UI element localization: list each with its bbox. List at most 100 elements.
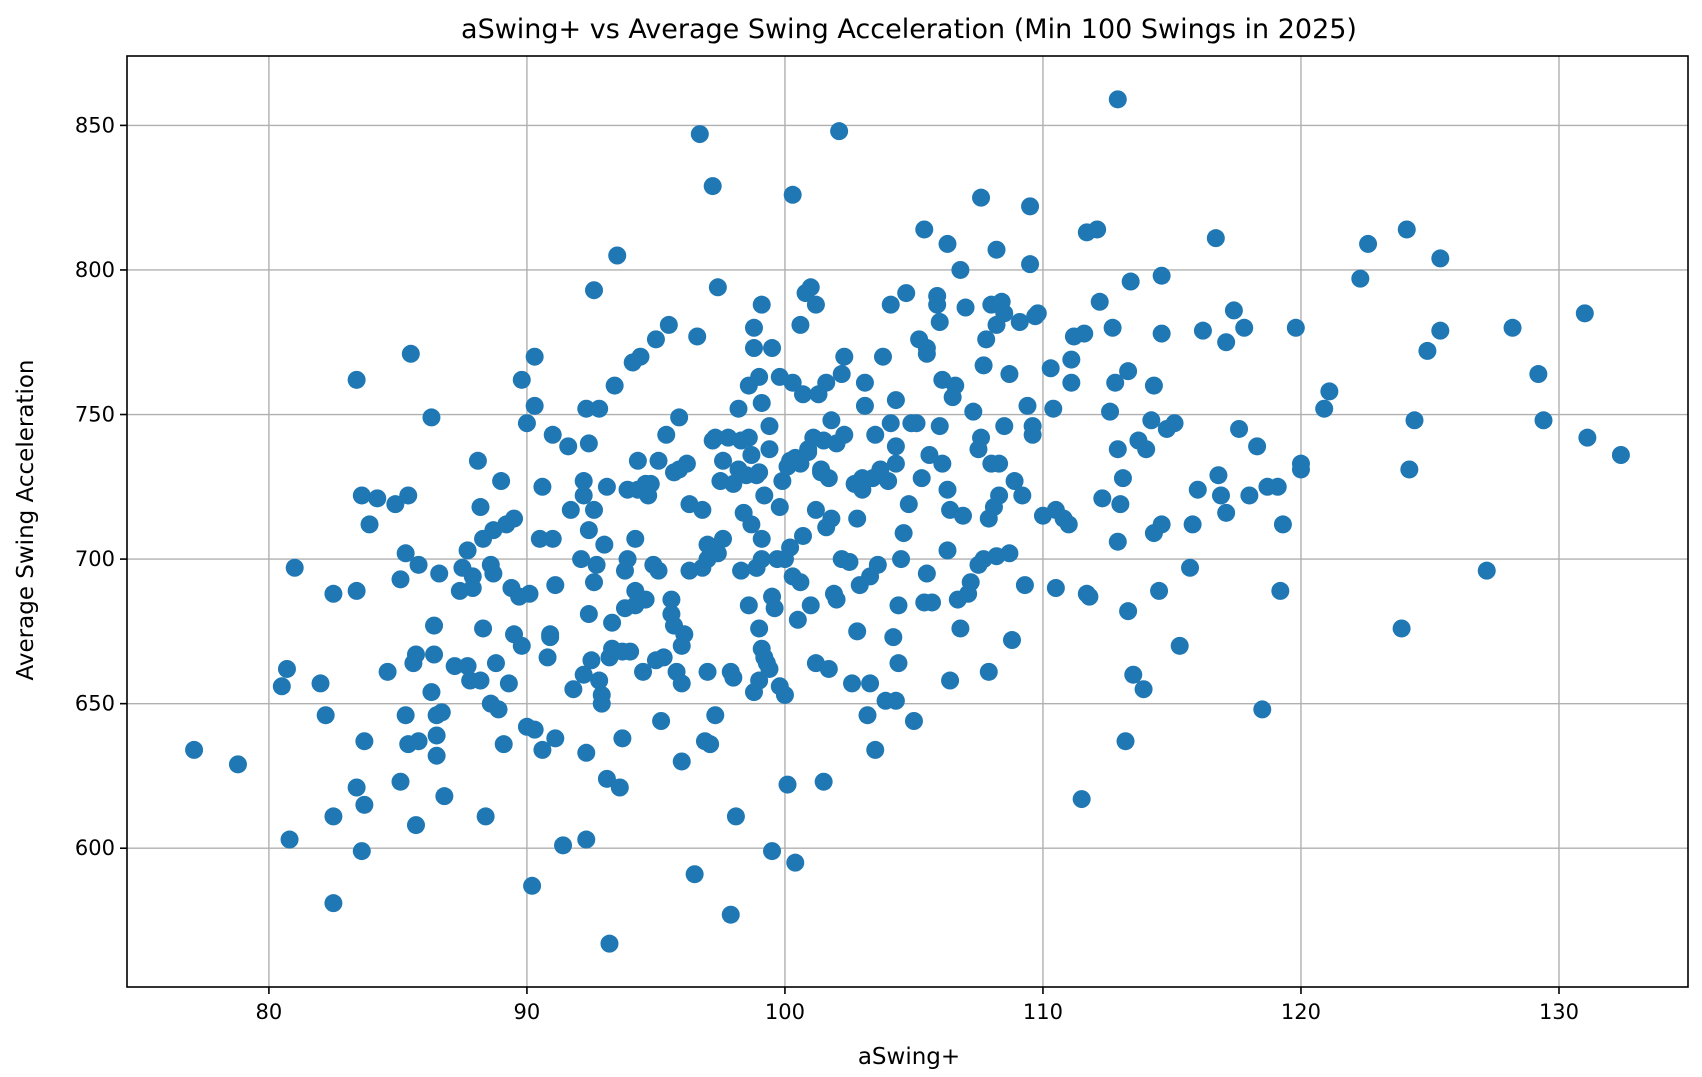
data-point (724, 668, 743, 687)
chart-title: aSwing+ vs Average Swing Acceleration (M… (461, 14, 1357, 45)
plot-frame (126, 55, 1689, 988)
data-point (1240, 486, 1259, 505)
data-point (1000, 365, 1019, 384)
data-point (1209, 466, 1228, 485)
data-point (706, 428, 725, 447)
data-point (1108, 90, 1127, 109)
data-point (835, 425, 854, 444)
data-point (631, 347, 650, 366)
data-point (760, 417, 779, 436)
data-point (938, 480, 957, 499)
data-point (1477, 561, 1496, 580)
data-point (1015, 576, 1034, 595)
data-point (546, 729, 565, 748)
data-point (1217, 333, 1236, 352)
data-point (739, 596, 758, 615)
data-point (1534, 411, 1553, 430)
data-point (505, 509, 524, 528)
data-point (930, 313, 949, 331)
data-point (1578, 428, 1597, 447)
data-point (425, 616, 444, 635)
data-point (564, 680, 583, 699)
data-point (628, 451, 647, 470)
data-point (355, 732, 374, 751)
data-point (703, 177, 722, 196)
y-tick-label-650: 650 (75, 692, 115, 716)
axis-ticks: 80 90 100 110 120 130 600 650 700 750 800 850 (75, 113, 1579, 1024)
data-point (843, 674, 862, 693)
data-point (933, 454, 952, 473)
data-point (347, 581, 366, 600)
data-point (783, 373, 802, 392)
data-point (1144, 376, 1163, 395)
data-point (1142, 411, 1161, 430)
data-point (1046, 579, 1065, 597)
data-point (1152, 324, 1171, 343)
x-tick-label-100: 100 (765, 1000, 805, 1024)
data-point (752, 295, 771, 314)
data-point (817, 373, 836, 392)
data-point (930, 417, 949, 436)
data-point (543, 529, 562, 548)
data-point (1392, 619, 1411, 638)
data-point (951, 619, 970, 638)
data-point (979, 662, 998, 681)
data-point (603, 613, 622, 632)
data-point (574, 472, 593, 491)
data-point (422, 683, 441, 702)
y-tick-label-700: 700 (75, 547, 115, 571)
x-tick-label-120: 120 (1281, 1000, 1321, 1024)
data-point (592, 694, 611, 713)
data-point (425, 645, 444, 664)
data-point (659, 315, 678, 334)
data-point (677, 454, 696, 473)
data-point (1183, 515, 1202, 534)
data-point (990, 486, 1009, 505)
data-point (489, 700, 508, 719)
data-point (1134, 680, 1153, 699)
data-point (406, 645, 425, 664)
data-point (889, 654, 908, 673)
data-point (721, 905, 740, 924)
y-tick-label-800: 800 (75, 258, 115, 282)
data-point (1286, 318, 1305, 337)
data-point (427, 726, 446, 745)
x-tick-label-110: 110 (1023, 1000, 1063, 1024)
data-point (1021, 197, 1040, 216)
data-point (1152, 266, 1171, 285)
data-point (791, 573, 810, 592)
data-point (1152, 515, 1171, 534)
data-point (726, 807, 745, 826)
data-point (401, 344, 420, 363)
data-point (1181, 558, 1200, 577)
data-point (752, 529, 771, 548)
data-point (964, 402, 983, 421)
data-point (512, 370, 531, 389)
data-point (1088, 220, 1107, 239)
data-point (690, 125, 709, 144)
data-point (311, 674, 330, 693)
data-point (1116, 732, 1135, 751)
data-point (409, 732, 428, 751)
data-point (752, 550, 771, 569)
data-point (1072, 790, 1091, 809)
data-point (1108, 440, 1127, 459)
data-point (1106, 373, 1125, 392)
data-point (1018, 396, 1037, 415)
data-point (1113, 469, 1132, 488)
data-point (646, 330, 665, 349)
data-point (788, 610, 807, 629)
data-point (1062, 373, 1081, 392)
data-point (427, 746, 446, 765)
data-point (1150, 581, 1169, 600)
data-point (915, 220, 934, 239)
data-point (1101, 402, 1120, 421)
data-point (597, 769, 616, 788)
data-point (1253, 700, 1272, 719)
data-point (675, 625, 694, 644)
data-point (886, 437, 905, 456)
data-point (520, 584, 539, 603)
data-point (324, 894, 343, 913)
data-point (912, 469, 931, 488)
